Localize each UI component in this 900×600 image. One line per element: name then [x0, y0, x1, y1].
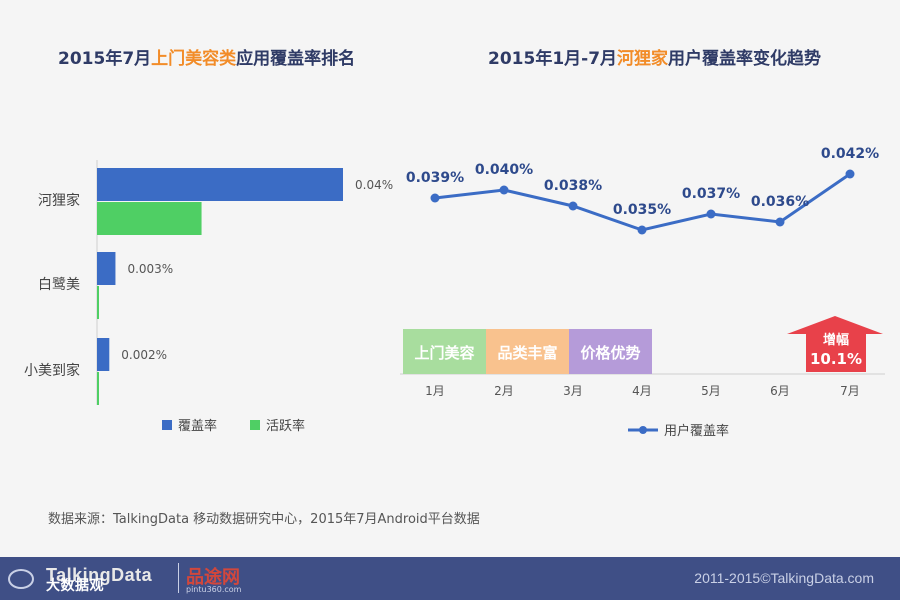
right-title-highlight: 河狸家 [617, 49, 669, 69]
line-point-4 [706, 209, 716, 219]
line-point-0 [430, 193, 440, 203]
line-data-label: 0.039% [406, 170, 464, 186]
line-x-tick-label: 6月 [770, 384, 790, 398]
bar-category-label: 河狸家 [38, 192, 80, 209]
left-title-pre: 2015年7月 [58, 49, 152, 69]
bar-category-label: 白鹭美 [38, 277, 80, 293]
line-data-label: 0.040% [475, 162, 533, 178]
legend-swatch-1 [250, 420, 260, 430]
bar-coverage-2 [97, 338, 110, 371]
line-data-label: 0.037% [682, 186, 740, 202]
line-legend-marker [639, 426, 647, 434]
bar-coverage-0 [97, 168, 343, 201]
right-chart-title: 2015年1月-7月河狸家用户覆盖率变化趋势 [488, 44, 821, 69]
line-x-tick-label: 4月 [632, 384, 652, 398]
line-data-label: 0.038% [544, 178, 602, 194]
line-x-tick-label: 5月 [701, 384, 721, 398]
annotation-tag-bg-1 [486, 329, 569, 374]
annotation-tag-bg-0 [403, 329, 486, 374]
footer-brand-name: TalkingData [46, 565, 153, 585]
line-x-tick-label: 1月 [425, 384, 445, 398]
line-data-label: 0.042% [821, 146, 879, 162]
line-point-5 [775, 217, 785, 227]
bar-coverage-1 [97, 252, 116, 285]
line-x-tick-label: 3月 [563, 384, 583, 398]
line-point-6 [845, 169, 855, 179]
bar-active-0 [97, 202, 202, 235]
annotation-tag-bg-2 [569, 329, 652, 374]
footer-copyright: 2011-2015©TalkingData.com [694, 570, 874, 586]
right-title-post: 用户覆盖率变化趋势 [668, 49, 822, 69]
left-title-highlight: 上门美容类 [151, 49, 237, 69]
footer-divider [178, 563, 179, 593]
bar-active-1 [97, 286, 99, 319]
line-data-label: 0.035% [613, 202, 671, 218]
bar-active-2 [97, 372, 99, 405]
talkingdata-logo-icon [8, 569, 34, 589]
footer-bar: TalkingData 大数据观 品途网 pintu360.com 2011-2… [0, 557, 900, 600]
line-point-2 [568, 201, 578, 211]
right-title-pre: 2015年1月-7月 [488, 49, 618, 69]
growth-arrow-label-2: 10.1% [810, 350, 862, 368]
footer-brand-cn: 大数据观 [46, 577, 104, 593]
bar-data-label: 0.04% [355, 178, 393, 192]
line-legend-label: 用户覆盖率 [664, 423, 729, 439]
growth-arrow-icon [787, 316, 883, 372]
bar-data-label: 0.003% [127, 262, 173, 276]
footer-brand: TalkingData 大数据观 [46, 565, 153, 593]
data-source-note: 数据来源：TalkingData 移动数据研究中心，2015年7月Android… [48, 512, 480, 527]
line-x-tick-label: 2月 [494, 384, 514, 398]
legend-label-1: 活跃率 [266, 418, 305, 434]
footer-brand2: 品途网 [186, 567, 240, 588]
bar-category-label: 小美到家 [24, 362, 80, 379]
line-point-1 [499, 185, 509, 195]
legend-swatch-0 [162, 420, 172, 430]
line-point-3 [637, 225, 647, 235]
annotation-tag-label-2: 价格优势 [580, 344, 640, 362]
annotation-tag-label-1: 品类丰富 [497, 344, 557, 362]
line-x-tick-label: 7月 [840, 384, 860, 398]
bar-data-label: 0.002% [121, 348, 167, 362]
growth-arrow-label-1: 增幅 [823, 332, 849, 348]
legend-label-0: 覆盖率 [178, 418, 217, 434]
left-title-post: 应用覆盖率排名 [236, 49, 356, 69]
left-chart-title: 2015年7月上门美容类应用覆盖率排名 [58, 44, 355, 69]
annotation-tag-label-0: 上门美容 [414, 344, 474, 362]
footer-brand2-url: pintu360.com [186, 585, 242, 594]
line-data-label: 0.036% [751, 194, 809, 210]
